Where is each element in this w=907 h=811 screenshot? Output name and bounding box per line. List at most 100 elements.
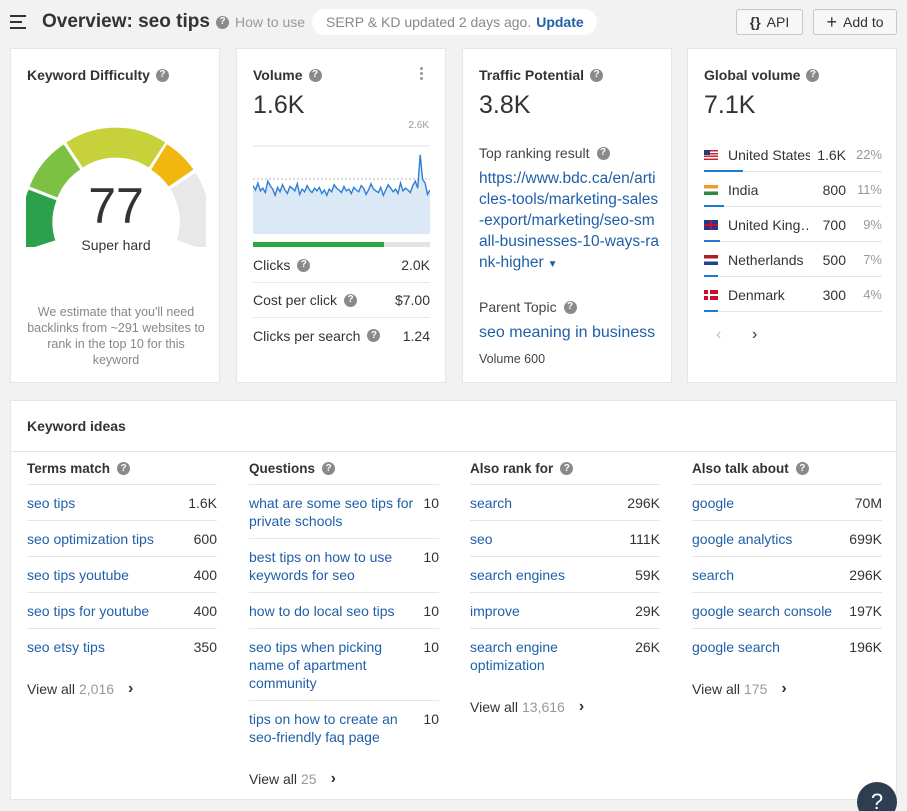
add-to-button[interactable]: + Add to xyxy=(813,9,897,35)
parent-topic-label: Parent Topic ? xyxy=(479,299,577,315)
help-icon[interactable]: ? xyxy=(308,68,322,82)
keyword-link[interactable]: seo xyxy=(470,531,493,547)
keyword-link[interactable]: seo tips for youtube xyxy=(27,603,150,619)
keyword-link[interactable]: what are some seo tips for private schoo… xyxy=(249,495,414,529)
stat-row-cpc: Cost per click? $7.00 xyxy=(253,283,430,318)
view-all-link[interactable]: View all 2,016 › xyxy=(27,680,217,698)
traffic-potential-value: 3.8K xyxy=(479,91,531,119)
column-heading-text: Questions xyxy=(249,461,316,476)
help-icon[interactable]: ? xyxy=(563,300,577,314)
view-all-label: View all xyxy=(249,771,297,787)
country-percent: 11% xyxy=(856,182,882,197)
country-row[interactable]: United States 1.6K 22% xyxy=(704,137,882,172)
help-icon[interactable]: ? xyxy=(297,258,311,272)
help-icon[interactable]: ? xyxy=(367,329,381,342)
keyword-link[interactable]: search engines xyxy=(470,567,565,583)
traffic-potential-title-text: Traffic Potential xyxy=(479,67,585,83)
parent-topic-link[interactable]: seo meaning in business xyxy=(479,324,656,341)
keyword-row: improve 29K xyxy=(470,593,660,629)
flag-icon xyxy=(704,149,718,160)
keyword-link[interactable]: search xyxy=(692,567,735,583)
country-row[interactable]: United King… 700 9% xyxy=(704,207,882,242)
keyword-link[interactable]: best tips on how to use keywords for seo xyxy=(249,549,393,583)
help-icon[interactable]: ? xyxy=(795,462,809,475)
keyword-ideas-column: Also talk about? google 70M google analytic… xyxy=(692,452,882,698)
more-options-icon[interactable] xyxy=(420,67,423,82)
keyword-link[interactable]: google xyxy=(692,495,735,511)
keyword-link[interactable]: search xyxy=(470,495,513,511)
view-all-link[interactable]: View all 25 › xyxy=(249,770,439,788)
keyword-link[interactable]: seo optimization tips xyxy=(27,531,154,547)
help-icon[interactable]: ? xyxy=(590,68,604,82)
keyword-link[interactable]: google search console xyxy=(692,603,833,619)
country-volume: 1.6K xyxy=(817,146,846,163)
help-icon[interactable]: ? xyxy=(155,68,169,82)
help-chat-button[interactable]: ? xyxy=(857,782,897,811)
country-name: India xyxy=(728,181,759,198)
keyword-volume: 196K xyxy=(849,639,882,655)
stat-row-clicks: Clicks? 2.0K xyxy=(253,248,430,283)
chevron-left-icon[interactable]: ‹ xyxy=(716,326,722,343)
country-row[interactable]: Netherlands 500 7% xyxy=(704,242,882,277)
top-ranking-url[interactable]: https://www.bdc.ca/en/articles-tools/mar… xyxy=(479,168,661,275)
view-all-link[interactable]: View all 13,616 › xyxy=(470,698,660,716)
keyword-row: search 296K xyxy=(470,485,660,521)
help-icon[interactable]: ? xyxy=(344,293,358,307)
chevron-right-icon[interactable]: › xyxy=(752,326,758,343)
keyword-link[interactable]: google analytics xyxy=(692,531,793,547)
keyword-difficulty-title-text: Keyword Difficulty xyxy=(27,67,150,83)
keyword-link[interactable]: improve xyxy=(470,603,520,619)
help-icon[interactable]: ? xyxy=(117,462,131,475)
keyword-link[interactable]: search engine optimization xyxy=(470,639,558,673)
country-percent: 22% xyxy=(856,147,883,162)
keyword-link[interactable]: how to do local seo tips xyxy=(249,603,395,619)
keyword-volume: 10 xyxy=(423,603,439,619)
menu-icon[interactable] xyxy=(10,15,26,29)
keyword-row: google search console 197K xyxy=(692,593,882,629)
flag-icon xyxy=(704,254,718,265)
keyword-row: best tips on how to use keywords for seo… xyxy=(249,539,439,593)
update-link[interactable]: Update xyxy=(536,14,584,30)
keyword-link[interactable]: seo etsy tips xyxy=(27,639,105,655)
keyword-row: seo etsy tips 350 xyxy=(27,629,217,664)
keyword-link[interactable]: seo tips xyxy=(27,495,76,511)
column-heading: Terms match? xyxy=(27,452,217,485)
country-row[interactable]: India 800 11% xyxy=(704,172,882,207)
keyword-link[interactable]: google search xyxy=(692,639,780,655)
column-heading-text: Also rank for xyxy=(470,461,554,476)
help-icon[interactable]: ? xyxy=(596,146,610,160)
keyword-volume: 59K xyxy=(635,567,660,583)
clicks-progress-fill xyxy=(253,242,384,247)
volume-value: 1.6K xyxy=(253,91,305,119)
parent-topic-label-text: Parent Topic xyxy=(479,299,557,315)
chevron-right-icon: › xyxy=(578,698,585,715)
update-status-text: SERP & KD updated 2 days ago. xyxy=(326,14,532,30)
keyword-volume: 600 xyxy=(193,531,217,547)
flag-icon xyxy=(704,289,718,300)
country-row[interactable]: Denmark 300 4% xyxy=(704,277,882,312)
view-all-link[interactable]: View all 175 › xyxy=(692,680,882,698)
stat-value: 2.0K xyxy=(401,257,430,273)
view-all-label: View all xyxy=(692,681,740,697)
caret-down-icon[interactable]: ▼ xyxy=(547,259,558,270)
keyword-row: google search 196K xyxy=(692,629,882,664)
keyword-link[interactable]: tips on how to create an seo-friendly fa… xyxy=(249,711,398,745)
api-button[interactable]: {} API xyxy=(736,9,803,35)
keyword-link[interactable]: seo tips when picking name of apartment … xyxy=(249,639,383,691)
how-to-use-link[interactable]: ? How to use xyxy=(216,14,305,30)
divider xyxy=(704,241,882,242)
keyword-row: seo optimization tips 600 xyxy=(27,521,217,557)
country-name: Netherlands xyxy=(728,251,804,268)
column-heading: Also talk about? xyxy=(692,452,882,485)
help-icon[interactable]: ? xyxy=(322,462,336,475)
country-share-bar xyxy=(704,275,718,277)
help-icon[interactable]: ? xyxy=(560,462,574,475)
country-volume: 300 xyxy=(822,286,846,303)
keyword-row: seo tips youtube 400 xyxy=(27,557,217,593)
global-volume-value: 7.1K xyxy=(704,91,756,119)
top-ranking-url-text[interactable]: https://www.bdc.ca/en/articles-tools/mar… xyxy=(479,170,660,271)
divider xyxy=(704,276,882,277)
country-share-bar xyxy=(704,205,724,207)
help-icon[interactable]: ? xyxy=(806,68,820,82)
keyword-link[interactable]: seo tips youtube xyxy=(27,567,129,583)
